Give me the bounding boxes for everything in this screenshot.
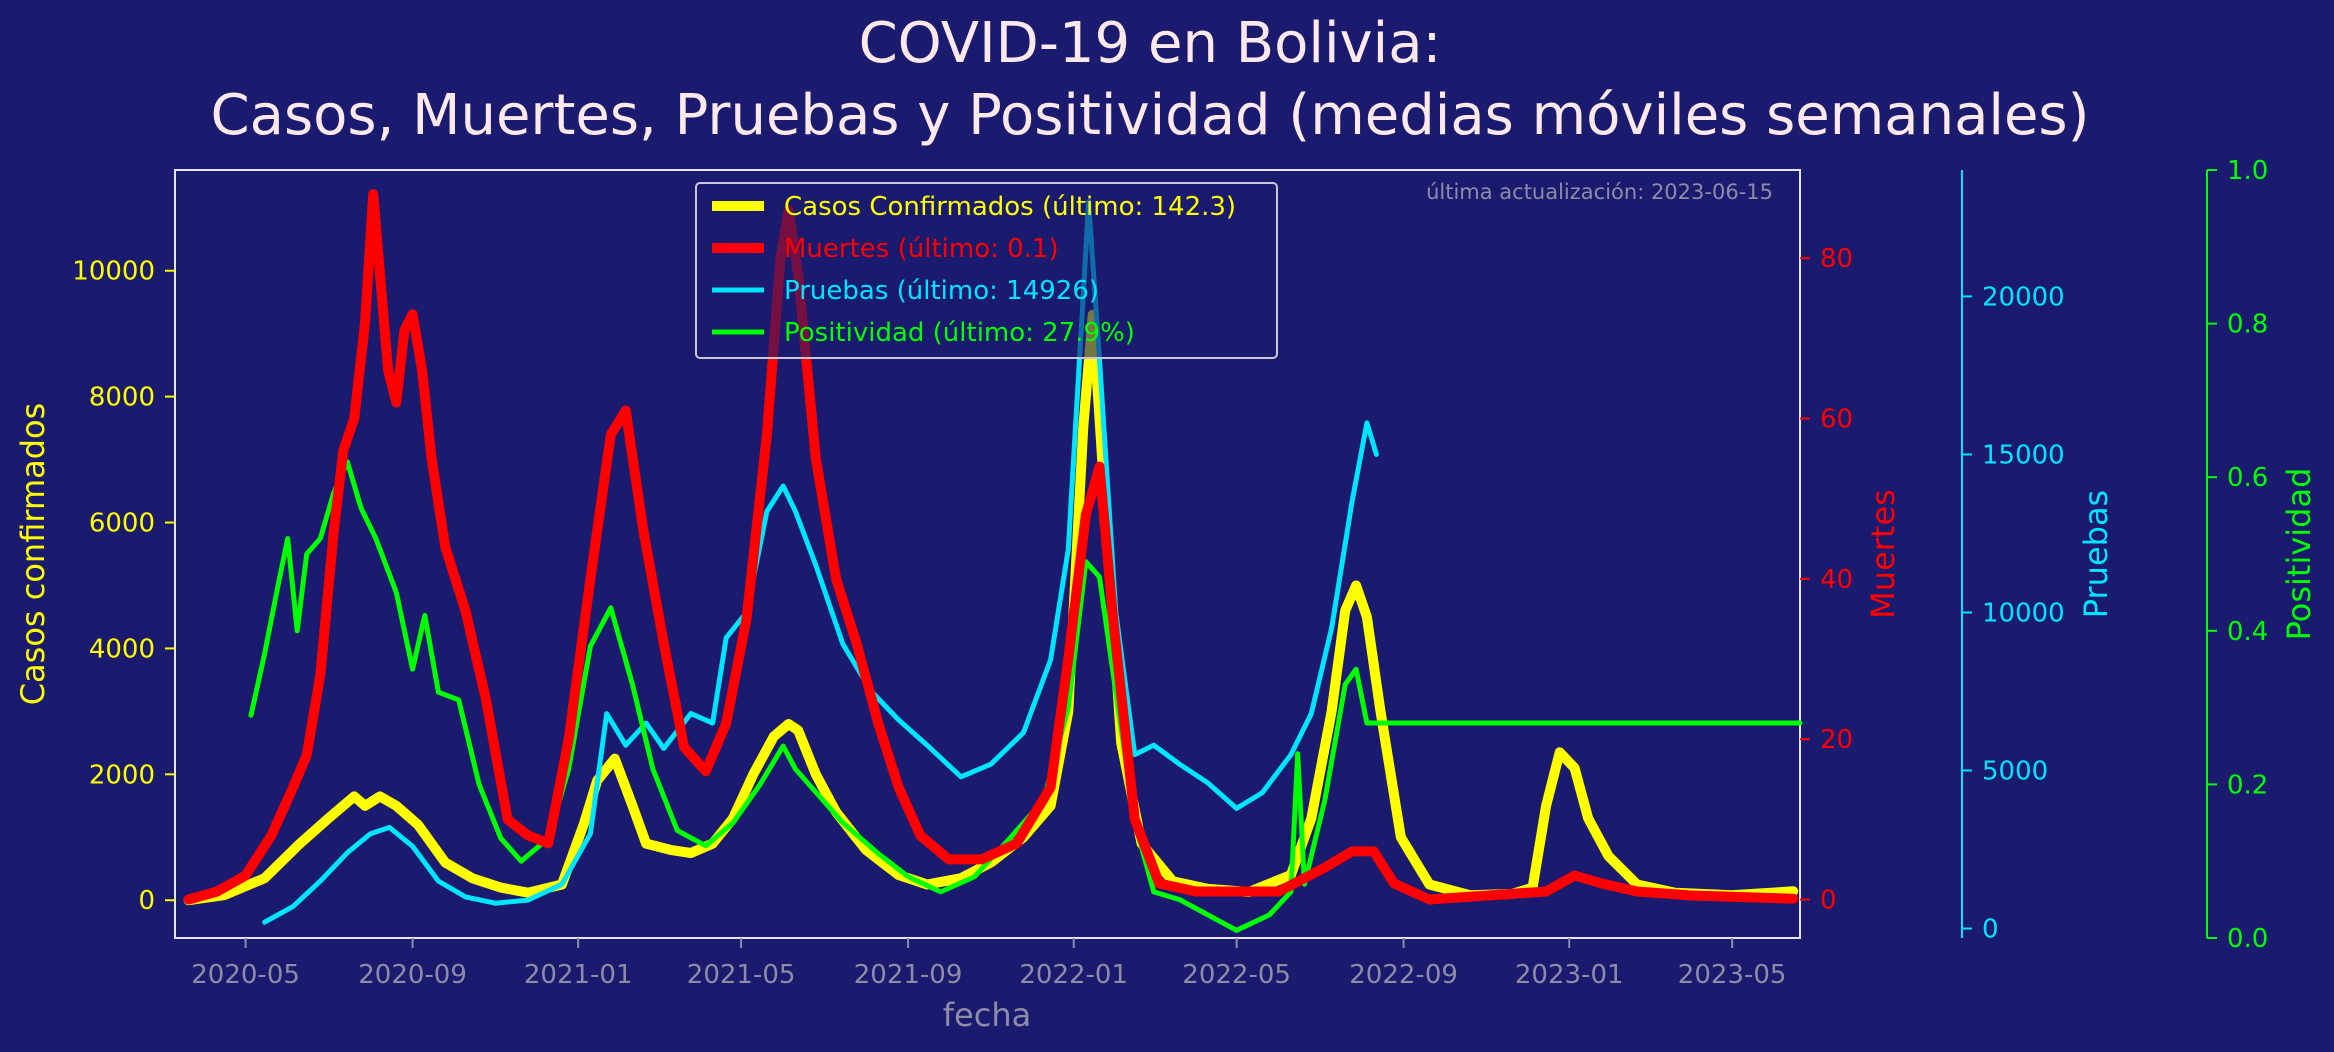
y-tick-label-pruebas: 10000 (1982, 598, 2065, 628)
y-tick-label-positividad: 0.8 (2227, 310, 2268, 340)
y-tick-label-positividad: 0.2 (2227, 770, 2268, 800)
y-tick-label-pruebas: 20000 (1982, 282, 2065, 312)
chart-title-line-2: Casos, Muertes, Pruebas y Positividad (m… (211, 83, 2090, 148)
y-tick-label-pruebas: 15000 (1982, 440, 2065, 470)
series-line-pruebas (262, 199, 1379, 925)
y-tick-label-positividad: 0.0 (2227, 924, 2268, 954)
update-note: última actualización: 2023-06-15 (1426, 180, 1773, 204)
legend-box (695, 182, 1278, 359)
x-tick-label: 2022-05 (1182, 960, 1291, 990)
x-tick-label: 2020-09 (358, 960, 467, 990)
y-axis-label-muertes: Muertes (1864, 489, 1902, 619)
x-tick-label: 2021-01 (524, 960, 633, 990)
y-tick-label-muertes: 80 (1820, 244, 1853, 274)
y-tick-label-casos: 0 (138, 886, 155, 916)
x-axis-label: fecha (943, 996, 1031, 1034)
y-axis-label-casos: Casos confirmados (14, 403, 52, 706)
legend-label-pruebas: Pruebas (último: 14926) (784, 276, 1099, 306)
y-tick-label-muertes: 60 (1820, 405, 1853, 435)
y-tick-label-muertes: 20 (1820, 725, 1853, 755)
x-tick-label: 2021-05 (687, 960, 796, 990)
y-tick-label-muertes: 0 (1820, 886, 1837, 916)
y-tick-label-casos: 2000 (89, 760, 155, 790)
y-tick-label-pruebas: 5000 (1982, 756, 2048, 786)
legend: Casos Confirmados (último: 142.3) Muerte… (695, 182, 1278, 359)
series-line-positividad (248, 459, 1803, 933)
x-tick-label: 2022-09 (1349, 960, 1458, 990)
y-tick-label-casos: 8000 (89, 383, 155, 413)
x-tick-label: 2022-01 (1019, 960, 1128, 990)
y-tick-label-casos: 10000 (72, 257, 155, 287)
y-tick-label-casos: 4000 (89, 634, 155, 664)
series-line-muertes (183, 189, 1799, 905)
x-tick-label: 2023-01 (1515, 960, 1624, 990)
axes-layer: 2020-05 2020-09 2021-01 2021-05 2021-09 2022-… (72, 156, 2268, 990)
y-tick-label-pruebas: 0 (1982, 915, 1999, 945)
series-layer (183, 189, 1803, 933)
plot-frame (174, 169, 1801, 939)
y-tick-label-positividad: 0.4 (2227, 617, 2268, 647)
y-tick-label-casos: 6000 (89, 509, 155, 539)
y-tick-label-positividad: 0.6 (2227, 463, 2268, 493)
x-tick-label: 2021-09 (854, 960, 963, 990)
legend-label-casos: Casos Confirmados (último: 142.3) (784, 192, 1236, 222)
y-tick-label-positividad: 1.0 (2227, 156, 2268, 186)
chart-title-line-1: COVID-19 en Bolivia: (859, 11, 1442, 76)
legend-label-positividad: Positividad (último: 27.9%) (784, 318, 1135, 348)
y-axis-label-pruebas: Pruebas (2077, 490, 2115, 618)
legend-label-muertes: Muertes (último: 0.1) (784, 234, 1059, 264)
x-tick-label: 2023-05 (1678, 960, 1787, 990)
y-tick-label-muertes: 40 (1820, 565, 1853, 595)
y-axis-label-positividad: Positividad (2280, 468, 2318, 641)
x-tick-label: 2020-05 (191, 960, 300, 990)
